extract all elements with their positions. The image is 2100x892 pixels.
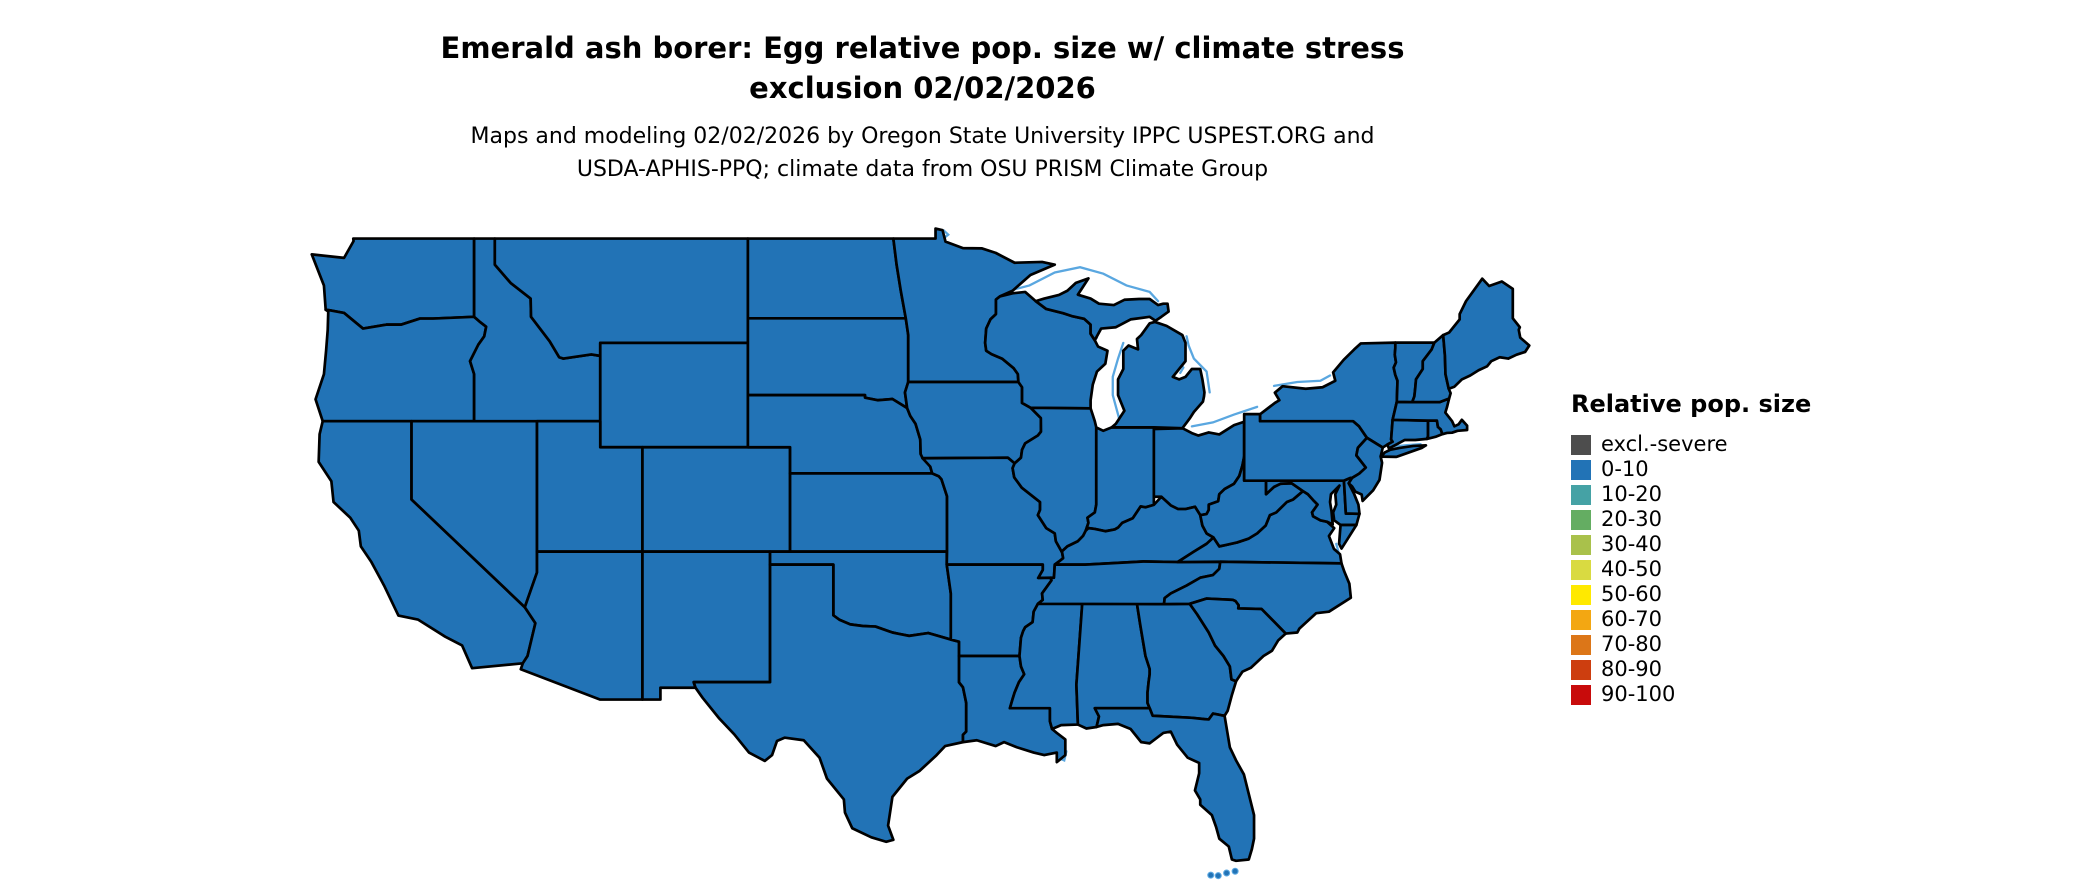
figure-title-line1: Emerald ash borer: Egg relative pop. siz… [440,31,1405,65]
florida-keys [1214,872,1222,880]
us-map-svg [310,227,1531,880]
legend-label: excl.-severe [1601,432,1728,456]
legend-label: 10-20 [1601,482,1663,506]
legend-label: 70-80 [1601,632,1663,656]
state-sc [1188,597,1288,683]
state-ks [788,472,949,553]
legend-item: 0-10 [1571,457,1811,482]
legend: Relative pop. size excl.-severe 0-10 10-20… [1571,390,1811,707]
water-lake-superior [1002,266,1160,303]
state-az [519,550,644,701]
water-lake-ontario [1272,374,1332,388]
state-miu [1034,277,1170,342]
legend-swatch [1571,634,1591,655]
state-ms [1008,602,1084,731]
legend-label: 40-50 [1601,557,1663,581]
legend-swatch [1571,609,1591,630]
us-map [300,220,1537,886]
florida-keys [1231,867,1239,875]
figure-subtitle-line1: Maps and modeling 02/02/2026 by Oregon S… [470,124,1375,149]
state-fl [1093,706,1256,863]
legend-swatch [1571,584,1591,605]
state-li [1379,444,1428,459]
legend-item: excl.-severe [1571,432,1811,457]
legend-item: 70-80 [1571,632,1811,657]
legend-label: 80-90 [1601,657,1663,681]
legend-swatch [1571,434,1591,455]
state-or [314,308,488,423]
state-me [1441,277,1531,391]
state-tx [692,563,968,844]
legend-swatch [1571,484,1591,505]
legend-item: 40-50 [1571,557,1811,582]
water-lake-huron [1185,335,1211,394]
legend-swatch [1571,534,1591,555]
state-ma [1391,397,1469,436]
legend-label: 50-60 [1601,582,1663,606]
legend-item: 50-60 [1571,582,1811,607]
figure-title-line2: exclusion 02/02/2026 [749,71,1096,105]
state-nm [641,550,772,701]
water-lake-erie [1190,405,1259,428]
legend-item: 90-100 [1571,682,1811,707]
legend-swatch [1571,509,1591,530]
state-mil [1110,320,1206,430]
florida-keys [1223,869,1231,877]
legend-label: 20-30 [1601,507,1663,531]
legend-item: 80-90 [1571,657,1811,682]
legend-swatch [1571,459,1591,480]
figure-subtitle-line2: USDA-APHIS-PPQ; climate data from OSU PR… [576,157,1269,182]
legend-item: 30-40 [1571,532,1811,557]
legend-swatch [1571,659,1591,680]
legend-swatch [1571,684,1591,705]
state-nj [1347,436,1385,503]
florida-keys [1207,871,1215,879]
legend-item: 20-30 [1571,507,1811,532]
figure-title: Emerald ash borer: Egg relative pop. siz… [0,28,1845,108]
legend-label: 60-70 [1601,607,1663,631]
legend-items: excl.-severe 0-10 10-20 20-30 30-40 40-50 50-6… [1571,432,1811,707]
state-nd [746,237,908,320]
water-lake-michigan [1111,341,1125,420]
state-pa [1242,412,1369,483]
legend-item: 60-70 [1571,607,1811,632]
figure-subtitle: Maps and modeling 02/02/2026 by Oregon S… [0,120,1845,186]
legend-label: 90-100 [1601,682,1676,706]
state-vaes [1337,523,1358,550]
state-co [641,445,792,553]
legend-label: 30-40 [1601,532,1663,556]
legend-label: 0-10 [1601,457,1649,481]
state-wy [598,341,750,449]
legend-title: Relative pop. size [1571,390,1812,418]
legend-item: 10-20 [1571,482,1811,507]
legend-swatch [1571,559,1591,580]
figure-header: Emerald ash borer: Egg relative pop. siz… [0,28,1845,186]
